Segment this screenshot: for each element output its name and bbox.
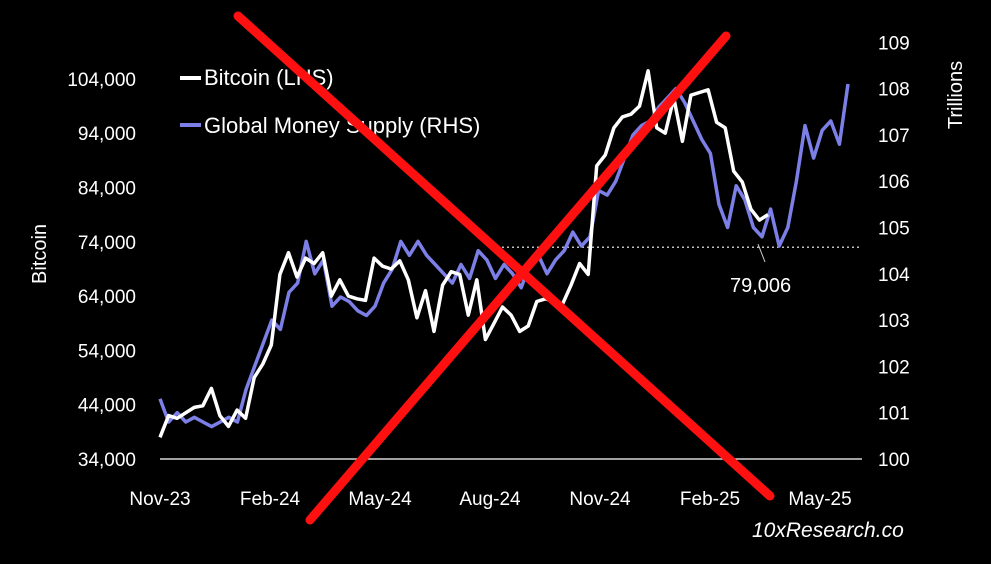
left-tick-label: 84,000: [78, 179, 136, 200]
x-tick-label: Feb-24: [240, 489, 301, 510]
right-tick-label: 109: [878, 33, 910, 54]
annotation-leader-line: [757, 243, 766, 263]
right-tick-label: 108: [878, 80, 910, 101]
right-tick-label: 107: [878, 126, 910, 147]
series-line-bitcoin: [158, 69, 769, 438]
x-tick-label: Feb-25: [680, 489, 740, 510]
right-tick-label: 101: [878, 404, 910, 425]
red-cross-overlay: [233, 11, 775, 525]
right-tick-label: 102: [878, 357, 910, 378]
x-axis-ticks: Nov-23 Feb-24 May-24 Aug-24 Nov-24 Feb-25 May-…: [129, 489, 851, 510]
left-tick-label: 44,000: [78, 396, 136, 417]
right-axis-title: Trillions: [945, 61, 967, 129]
left-axis-title: Bitcoin: [29, 224, 51, 284]
right-tick-label: 103: [878, 311, 910, 332]
left-tick-label: 64,000: [78, 287, 136, 308]
x-tick-label: Aug-24: [459, 489, 521, 510]
red-cross-stroke-1: [233, 11, 775, 501]
legend-label-global-money-supply: Global Money Supply (RHS): [204, 113, 480, 138]
x-tick-label: May-25: [788, 489, 851, 510]
x-tick-label: Nov-23: [129, 489, 190, 510]
left-tick-label: 34,000: [78, 450, 136, 471]
left-tick-label: 104,000: [67, 70, 136, 91]
right-axis-ticks: 100 101 102 103 104 105 106 107 108 109: [878, 33, 910, 471]
x-tick-label: Nov-24: [569, 489, 631, 510]
annotation-79006: 79,006: [730, 275, 791, 297]
right-tick-label: 100: [878, 450, 910, 471]
right-tick-label: 104: [878, 265, 910, 286]
right-tick-label: 106: [878, 172, 910, 193]
red-cross-stroke-2: [305, 31, 731, 525]
right-tick-label: 105: [878, 219, 910, 240]
left-tick-label: 94,000: [78, 124, 136, 145]
left-axis-ticks: 34,000 44,000 54,000 64,000 74,000 84,000 94,0…: [67, 70, 136, 471]
x-tick-label: May-24: [348, 489, 412, 510]
watermark-10xresearch: 10xResearch.co: [752, 519, 904, 542]
left-tick-label: 74,000: [78, 233, 136, 254]
left-tick-label: 54,000: [78, 341, 136, 362]
